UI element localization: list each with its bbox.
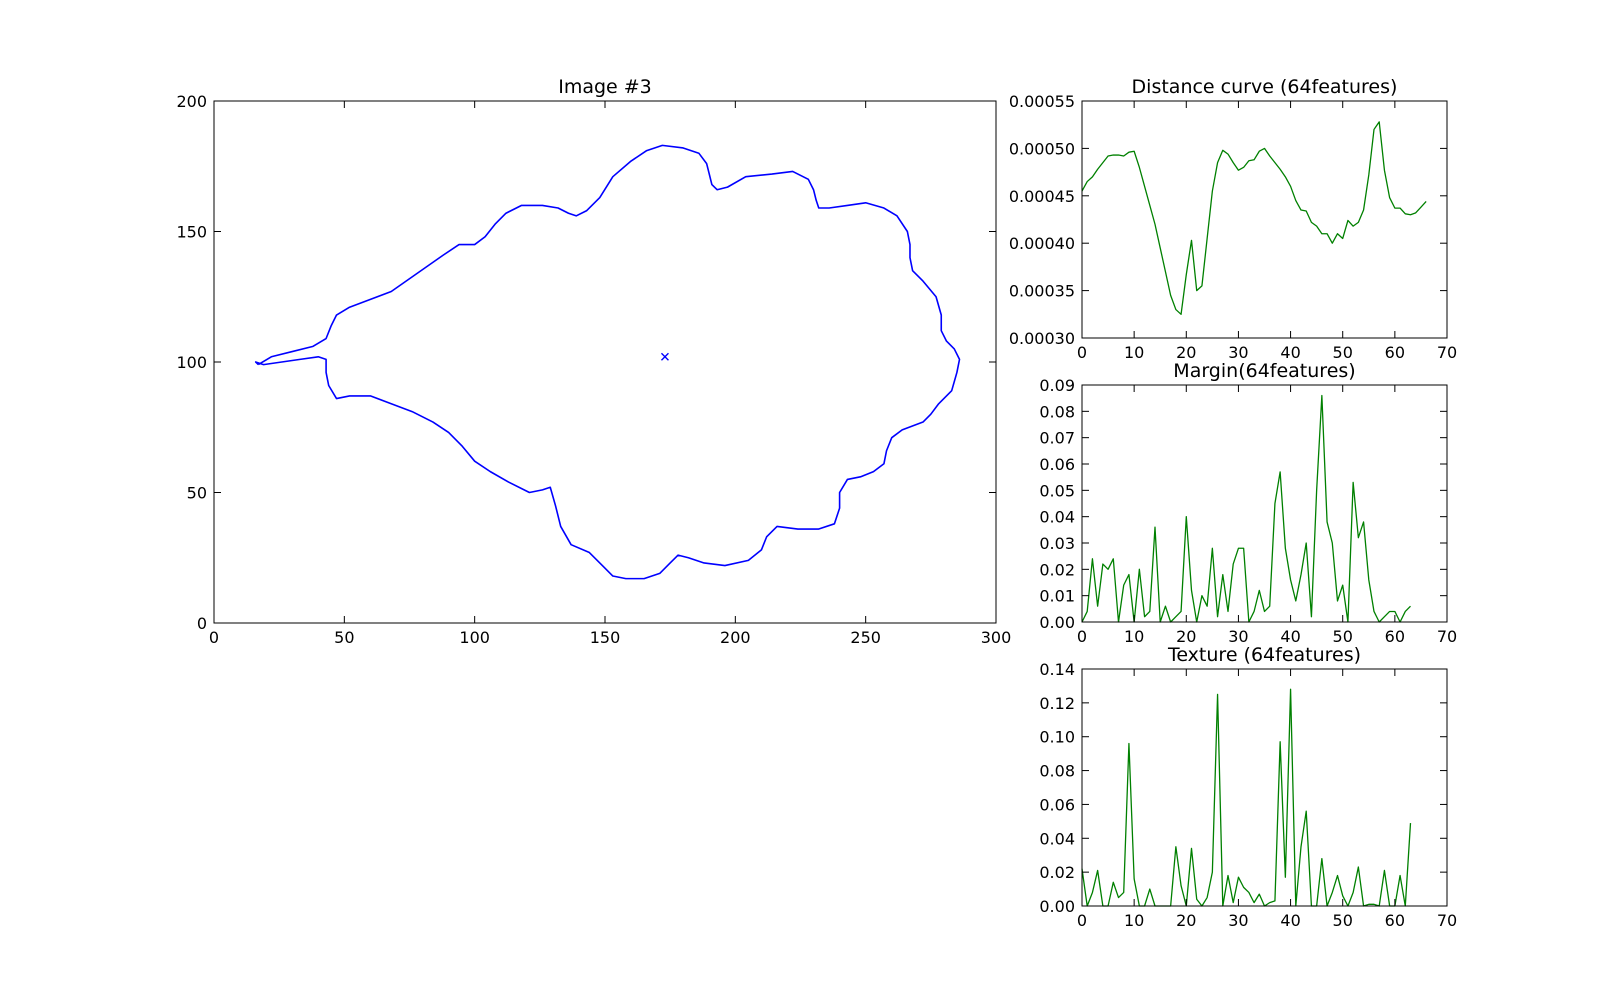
- x-tick-label: 0: [1077, 911, 1087, 930]
- x-tick-label: 0: [209, 628, 219, 647]
- series-line: [1081, 121, 1427, 315]
- y-tick-label: 0.00055: [1009, 92, 1075, 111]
- y-tick-label: 0: [197, 614, 207, 633]
- x-tick-label: 70: [1437, 627, 1457, 646]
- y-tick-label: 0.04: [1039, 508, 1075, 527]
- x-tick-label: 70: [1437, 911, 1457, 930]
- y-tick-label: 0.14: [1039, 660, 1075, 679]
- y-tick-label: 0.06: [1039, 455, 1075, 474]
- x-tick-label: 50: [1333, 343, 1353, 362]
- y-tick-label: 0.00: [1039, 613, 1075, 632]
- y-tick-label: 0.08: [1039, 762, 1075, 781]
- x-tick-label: 40: [1280, 343, 1300, 362]
- y-tick-label: 0.05: [1039, 481, 1075, 500]
- y-tick-label: 0.00035: [1009, 282, 1075, 301]
- y-tick-label: 0.09: [1039, 376, 1075, 395]
- y-tick-label: 0.00: [1039, 897, 1075, 916]
- series-line: [1081, 394, 1411, 623]
- x-tick-label: 20: [1176, 627, 1196, 646]
- y-tick-label: 0.03: [1039, 534, 1075, 553]
- y-tick-label: 0.10: [1039, 728, 1075, 747]
- y-tick-label: 0.00040: [1009, 234, 1075, 253]
- x-tick-label: 0: [1077, 343, 1087, 362]
- x-tick-label: 20: [1176, 911, 1196, 930]
- y-tick-label: 0.00045: [1009, 187, 1075, 206]
- axes-frame: [1081, 100, 1448, 339]
- x-tick-label: 40: [1280, 627, 1300, 646]
- leaf-outline-line: [254, 144, 961, 580]
- x-tick-label: 10: [1124, 343, 1144, 362]
- x-tick-label: 30: [1228, 343, 1248, 362]
- x-tick-label: 40: [1280, 911, 1300, 930]
- x-tick-label: 30: [1228, 627, 1248, 646]
- centroid-marker: [660, 352, 669, 361]
- x-tick-label: 50: [1333, 627, 1353, 646]
- leaf-outline-plot: Image #3 0 50 100 150 200 250 300 0 50 100 150 200: [176, 76, 1011, 647]
- x-tick-label: 60: [1385, 343, 1405, 362]
- y-tick-label: 0.00030: [1009, 329, 1075, 348]
- y-tick-label: 150: [176, 223, 207, 242]
- y-tick-label: 0.08: [1039, 402, 1075, 421]
- x-tick-label: 70: [1437, 343, 1457, 362]
- plot-title: Image #3: [558, 76, 652, 98]
- y-tick-label: 50: [187, 484, 207, 503]
- axes-frame: [1081, 668, 1448, 907]
- y-tick-label: 0.02: [1039, 560, 1075, 579]
- y-tick-label: 0.01: [1039, 587, 1075, 606]
- texture-plot: Texture (64features) 0 10 20 30 40 50 60 70 0.00…: [1039, 644, 1457, 930]
- x-tick-label: 10: [1124, 911, 1144, 930]
- x-tick-label: 30: [1228, 911, 1248, 930]
- y-tick-label: 0.00050: [1009, 139, 1075, 158]
- y-tick-label: 0.12: [1039, 694, 1075, 713]
- y-tick-label: 0.02: [1039, 863, 1075, 882]
- plot-title: Texture (64features): [1167, 644, 1361, 666]
- series-line: [1081, 688, 1412, 907]
- x-tick-label: 50: [1333, 911, 1353, 930]
- distance-curve-plot: Distance curve (64features) 0 10 20 30 40 50 6…: [1009, 76, 1457, 362]
- y-tick-label: 100: [176, 353, 207, 372]
- y-tick-label: 0.06: [1039, 795, 1075, 814]
- x-tick-label: 10: [1124, 627, 1144, 646]
- plot-title: Distance curve (64features): [1132, 76, 1398, 98]
- x-tick-label: 250: [850, 628, 881, 647]
- x-tick-label: 300: [981, 628, 1012, 647]
- x-tick-label: 50: [334, 628, 354, 647]
- x-tick-label: 150: [590, 628, 621, 647]
- x-tick-label: 200: [720, 628, 751, 647]
- y-tick-label: 200: [176, 92, 207, 111]
- x-tick-label: 20: [1176, 343, 1196, 362]
- y-tick-label: 0.07: [1039, 429, 1075, 448]
- margin-plot: Margin(64features) 0 10 20 30 40 50 60 70 0.00 0.…: [1039, 360, 1457, 646]
- x-tick-label: 60: [1385, 911, 1405, 930]
- plot-title: Margin(64features): [1173, 360, 1355, 382]
- x-tick-label: 0: [1077, 627, 1087, 646]
- x-tick-label: 100: [459, 628, 490, 647]
- x-tick-label: 60: [1385, 627, 1405, 646]
- y-tick-label: 0.04: [1039, 829, 1075, 848]
- axes-frame: [1081, 384, 1448, 623]
